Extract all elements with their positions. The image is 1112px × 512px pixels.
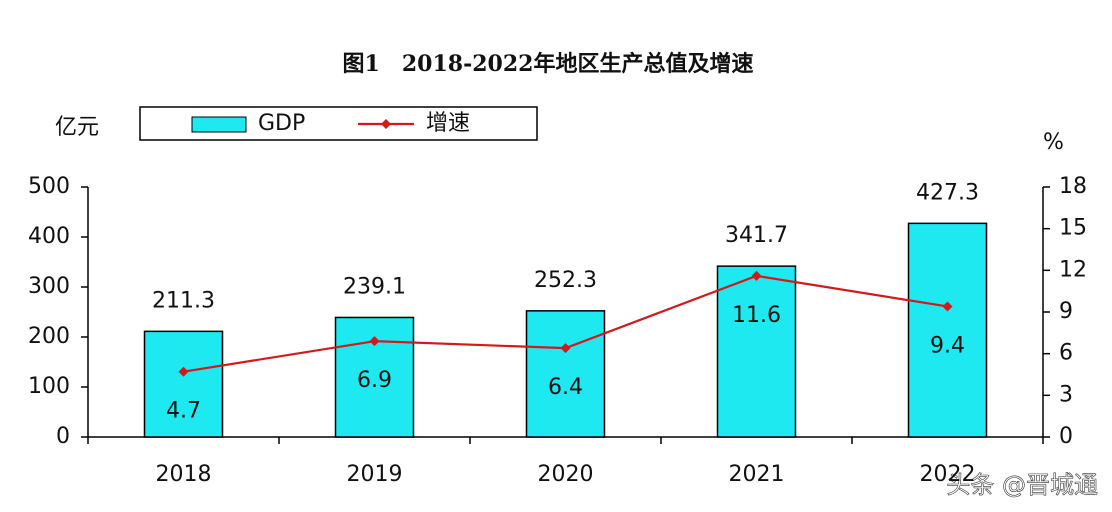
chart-title: 图1 2018-2022年地区生产总值及增速	[343, 51, 754, 77]
y-axis-label: 亿元	[55, 115, 99, 140]
y-tick-label: 100	[28, 374, 70, 399]
y2-tick-label: 0	[1059, 424, 1073, 449]
x-tick-label: 2020	[538, 462, 594, 487]
line-marker	[751, 270, 762, 281]
x-tick-label: 2018	[156, 462, 212, 487]
x-tick-label: 2021	[729, 462, 785, 487]
watermark: 头条 @晋城通	[946, 471, 1098, 499]
y-tick-label: 500	[28, 174, 70, 199]
line-marker	[560, 343, 571, 354]
bar-value-label: 252.3	[534, 268, 597, 293]
bar-value-label: 341.7	[725, 223, 788, 248]
bar	[143, 330, 224, 438]
y2-tick-label: 6	[1059, 341, 1073, 366]
line-value-label: 9.4	[930, 333, 965, 358]
bar-value-label: 211.3	[152, 288, 215, 313]
x-tick-label: 2019	[347, 462, 403, 487]
legend-swatch	[191, 116, 247, 133]
line-value-label: 6.9	[357, 368, 392, 393]
line-marker	[178, 366, 189, 377]
y-tick-label: 200	[28, 324, 70, 349]
y2-axis-label: %	[1043, 130, 1064, 155]
line-marker	[369, 336, 380, 347]
bar	[716, 265, 797, 438]
legend-label: 增速	[426, 111, 470, 136]
legend-marker	[381, 119, 391, 129]
y2-tick-label: 12	[1059, 257, 1087, 282]
y2-tick-label: 9	[1059, 299, 1073, 324]
bar	[907, 222, 988, 438]
y-tick-label: 400	[28, 224, 70, 249]
y-tick-label: 0	[56, 424, 70, 449]
legend-label: GDP	[258, 111, 305, 136]
y-tick-label: 300	[28, 274, 70, 299]
bar-value-label: 239.1	[343, 274, 406, 299]
y2-tick-label: 15	[1059, 216, 1087, 241]
line-value-label: 4.7	[166, 399, 201, 424]
bar-value-label: 427.3	[916, 180, 979, 205]
line-value-label: 11.6	[732, 303, 781, 328]
line-value-label: 6.4	[548, 375, 583, 400]
bar	[525, 310, 606, 438]
legend-box	[139, 106, 538, 141]
y2-tick-label: 3	[1059, 382, 1073, 407]
line-marker	[942, 301, 953, 312]
x-tick-label: 2022	[920, 462, 976, 487]
y2-tick-label: 18	[1059, 174, 1087, 199]
